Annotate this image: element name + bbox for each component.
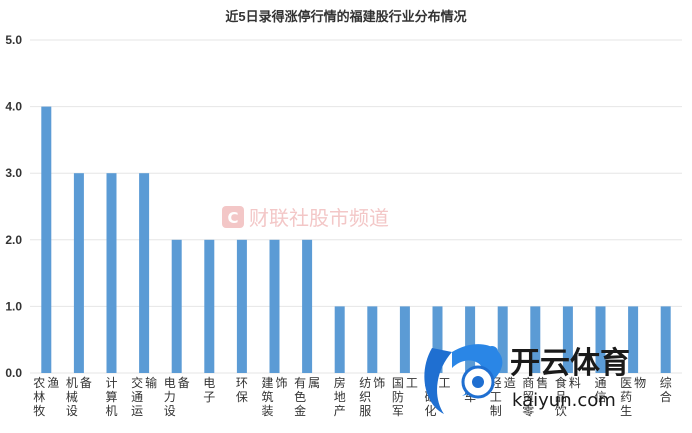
x-tick-label: 计算机 [105,376,117,418]
x-tick-label: 房地产 [334,375,346,418]
x-tick-label: 有色金属 [294,376,320,418]
bar [334,306,345,373]
bar [595,306,606,373]
y-tick-label: 1.0 [5,299,22,313]
y-axis-ticks: 0.0 1.0 2.0 3.0 4.0 5.0 [5,33,22,380]
x-tick-label: 建筑装饰 [261,376,287,418]
x-tick-label: 食品饮料 [555,375,581,418]
bar [236,239,247,373]
x-tick-label: 交通运输 [131,375,157,418]
bar [367,306,378,373]
y-tick-label: 0.0 [5,366,22,380]
bar [204,239,215,373]
watermark-badge-letter: C [227,209,238,227]
x-tick-label: 国防军工 [392,376,418,418]
x-tick-label: 机械设备 [66,376,92,418]
y-tick-label: 4.0 [5,100,22,114]
bar [302,239,313,373]
gridlines [30,39,682,374]
bar [562,306,573,373]
x-tick-label: 环保 [236,376,248,404]
bar [73,173,84,373]
y-tick-label: 3.0 [5,166,22,180]
x-tick-label: 纺织服饰 [359,376,385,418]
bars [41,106,671,373]
logo-mark-icon [424,344,503,414]
bar [269,239,280,373]
x-tick-label: 商贸零售 [522,375,548,418]
watermark: C 财联社股市频道 [222,206,389,230]
x-tick-label: 通信 [594,376,606,404]
bar [432,306,443,373]
bar [628,306,639,373]
bar [41,106,52,373]
bar [106,173,117,373]
bar [497,306,508,373]
x-tick-label: 电力设备 [164,376,190,418]
watermark-badge [222,206,244,228]
bar [171,239,182,373]
watermark-text: 财联社股市频道 [249,206,389,230]
chart-title: 近5日录得涨停行情的福建股行业分布情况 [225,9,466,24]
x-tick-label: 医药生物 [620,376,646,418]
bar [530,306,541,373]
site-logo: 开云体育 kaiyun.com [424,344,630,414]
logo-en-text: kaiyun.com [512,390,616,411]
y-tick-label: 5.0 [5,33,22,47]
y-tick-label: 2.0 [5,233,22,247]
bar [399,306,410,373]
x-tick-label: 电子 [203,376,215,404]
x-tick-label: 农林牧渔 [33,376,59,418]
logo-cn-text: 开云体育 [510,346,630,381]
bar [139,173,150,373]
x-tick-label: 综合 [660,376,672,404]
bar [465,306,476,373]
bar [660,306,671,373]
